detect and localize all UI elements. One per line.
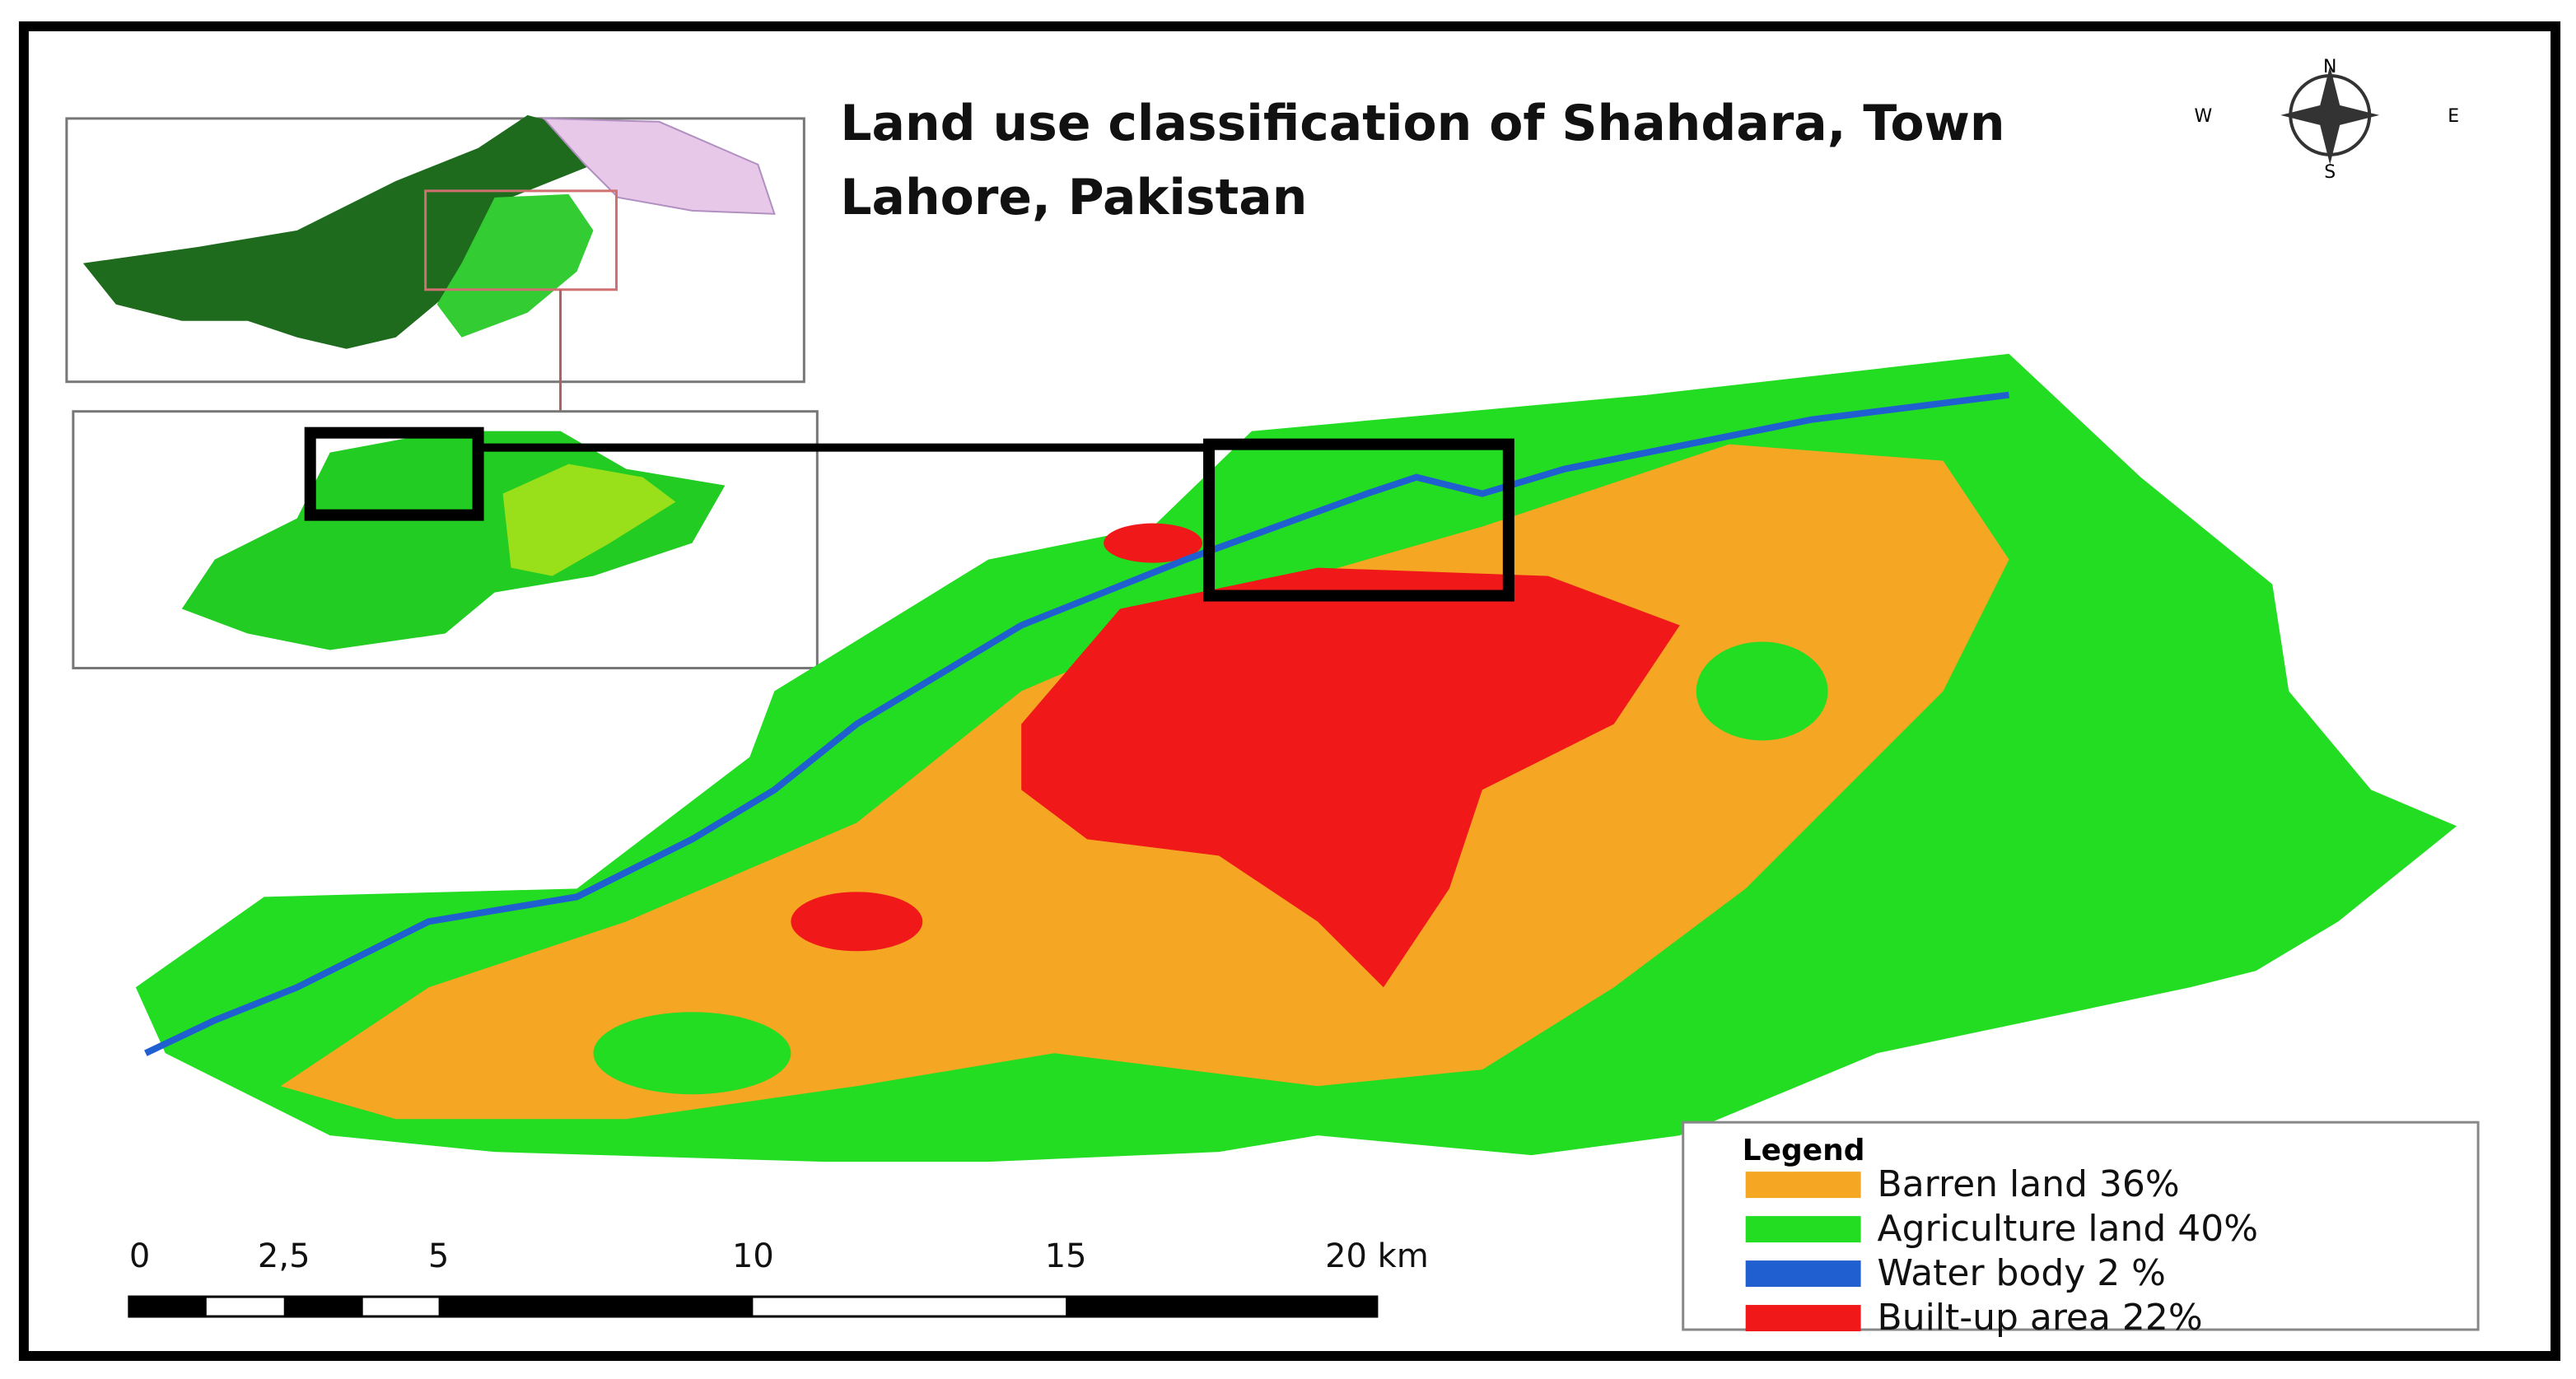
legend-label: Agriculture land 40% [1878, 1208, 2258, 1250]
agri-patch [593, 1012, 791, 1095]
legend-items: Barren land 36%Agriculture land 40%Water… [1745, 1163, 2258, 1339]
scale-segment [283, 1297, 363, 1317]
frame [18, 21, 2561, 1362]
inset-locator [424, 189, 618, 291]
scale-label: 10 [732, 1237, 774, 1275]
builtup-patch [791, 892, 923, 952]
builtup-patch [1104, 523, 1203, 563]
agri-patch [1696, 641, 1828, 741]
compass-n: N [2323, 57, 2336, 77]
legend-swatch [1745, 1172, 1861, 1199]
scale-label: 20 km [1325, 1237, 1429, 1275]
inset-box [304, 426, 484, 521]
title-line: Land use classification of Shahdara, Tow… [840, 95, 2004, 152]
scale-segment [438, 1297, 754, 1317]
title-line: Lahore, Pakistan [840, 169, 1307, 226]
scale-label: 0 [129, 1237, 150, 1275]
compass-w: W [2194, 106, 2212, 127]
legend-swatch [1745, 1216, 1861, 1243]
scale-label: 2,5 [258, 1237, 310, 1275]
compass-star [2280, 65, 2380, 165]
compass-s: S [2324, 162, 2336, 183]
legend-label: Barren land 36% [1878, 1163, 2180, 1205]
scale-bar: 0 2,5 5 10 15 20 km [128, 1237, 1429, 1318]
kashmir-shape [542, 117, 776, 215]
district-shape [502, 464, 676, 576]
scale-label: 15 [1045, 1237, 1087, 1275]
legend-label: Built-up area 22% [1878, 1297, 2203, 1339]
agri-patch [2009, 691, 2273, 889]
legend-swatch [1745, 1305, 1861, 1332]
legend-swatch [1745, 1260, 1861, 1288]
zoom-box [1203, 438, 1514, 602]
legend-title: Legend [1743, 1134, 1865, 1167]
country-shape [82, 114, 594, 349]
builtup-zone [1021, 567, 1680, 988]
scale-label: 5 [428, 1237, 449, 1275]
scale-segment [128, 1297, 207, 1317]
legend-label: Water body 2 % [1878, 1252, 2166, 1294]
river [144, 391, 2009, 1056]
compass: N S E W [2194, 57, 2459, 183]
compass-e: E [2448, 106, 2459, 127]
scale-segment [1066, 1297, 1377, 1317]
province-shape [436, 193, 594, 338]
